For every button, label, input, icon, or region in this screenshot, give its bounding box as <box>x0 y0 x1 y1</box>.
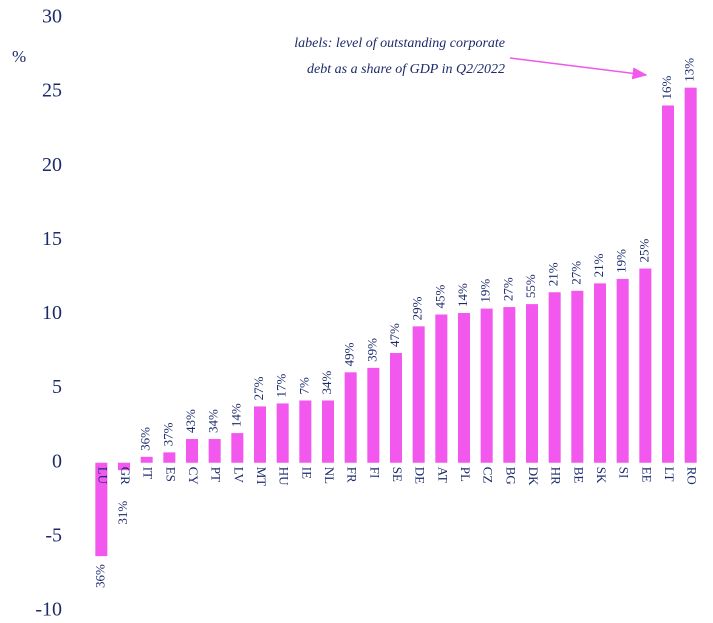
bar <box>276 403 289 463</box>
bar <box>503 307 516 463</box>
bar <box>412 326 425 463</box>
bar <box>299 400 312 463</box>
bar <box>616 278 629 463</box>
bar-label: 27% <box>251 376 266 400</box>
bar-label: 31% <box>115 501 130 525</box>
bar-label: 14% <box>228 403 243 427</box>
y-axis-label: % <box>12 47 26 66</box>
x-tick-label: HR <box>549 467 564 485</box>
bar-label: 39% <box>364 338 379 362</box>
bar-label: 45% <box>432 285 447 309</box>
bar <box>163 452 176 463</box>
bar-label: 21% <box>546 262 561 286</box>
bar <box>208 439 221 463</box>
annotation: debt as a share of GDP in Q2/2022 <box>307 62 505 77</box>
y-tick-label: -10 <box>35 599 62 621</box>
x-tick-label: MT <box>254 467 269 487</box>
bar-label: 43% <box>183 409 198 433</box>
x-tick-label: BE <box>571 467 586 484</box>
y-tick-label: -5 <box>45 524 62 546</box>
bar <box>322 400 334 463</box>
bar <box>662 105 674 463</box>
bar <box>458 313 470 463</box>
annotation: labels: level of outstanding corporate <box>294 36 505 51</box>
x-tick-label: SK <box>594 467 609 484</box>
x-tick-label: FR <box>345 467 360 483</box>
x-tick-label: SI <box>617 467 632 479</box>
y-tick-label: 0 <box>52 450 62 472</box>
bar-label: 34% <box>206 409 221 433</box>
y-tick-label: 5 <box>52 376 62 398</box>
x-tick-label: LT <box>662 467 677 482</box>
x-tick-label: EE <box>639 467 654 483</box>
bar <box>435 314 448 463</box>
bar-label: 55% <box>523 274 538 298</box>
bar <box>526 304 538 463</box>
bar-label: 36% <box>92 564 107 588</box>
y-tick-label: 15 <box>42 228 62 250</box>
annotation-arrow <box>509 57 648 80</box>
y-tick-label: 30 <box>42 6 62 28</box>
x-tick-label: ES <box>163 467 178 482</box>
bar-label: 16% <box>659 75 674 99</box>
bar-label: 49% <box>342 342 357 366</box>
bar-label: 37% <box>160 422 175 446</box>
bar-label: 19% <box>614 249 629 273</box>
x-tick-label: DE <box>413 467 428 484</box>
bar <box>684 87 697 463</box>
bar <box>571 290 584 463</box>
x-tick-label: BG <box>503 467 518 485</box>
bar-label: 21% <box>591 253 606 277</box>
bar <box>231 433 244 463</box>
bar-label: 19% <box>478 279 493 303</box>
x-tick-label: PL <box>458 467 473 482</box>
bar <box>344 372 357 463</box>
bar <box>390 353 402 463</box>
bar-label: 34% <box>319 370 334 394</box>
bar-label: 7% <box>296 377 311 395</box>
bar-label: 27% <box>568 261 583 285</box>
bar <box>367 367 380 463</box>
x-tick-label: GR <box>118 467 133 485</box>
x-tick-label: FI <box>367 467 382 479</box>
y-tick-label: 20 <box>42 154 62 176</box>
x-tick-label: DK <box>526 467 541 486</box>
bar-label: 27% <box>500 277 515 301</box>
x-tick-label: HU <box>277 467 292 486</box>
bar <box>95 462 108 557</box>
x-tick-label: NL <box>322 467 337 484</box>
bar <box>639 268 652 463</box>
x-tick-label: SE <box>390 467 405 482</box>
x-tick-label: PT <box>209 467 224 482</box>
bar-label: 25% <box>636 239 651 263</box>
x-tick-label: IE <box>299 467 314 479</box>
bar <box>594 283 606 463</box>
x-tick-label: CZ <box>481 467 496 484</box>
x-tick-label: RO <box>685 467 700 485</box>
bar <box>480 308 493 463</box>
bar-label: 14% <box>455 283 470 307</box>
x-tick-label: LU <box>95 467 110 485</box>
bar <box>548 292 561 463</box>
x-tick-label: IT <box>141 467 156 479</box>
x-tick-label: LV <box>231 467 246 484</box>
bar <box>118 462 130 471</box>
bar <box>186 439 198 463</box>
x-tick-label: CY <box>186 467 201 486</box>
bar-label: 29% <box>410 296 425 320</box>
y-tick-label: 25 <box>42 80 62 102</box>
y-tick-label: 10 <box>42 302 62 324</box>
bar-label: 47% <box>387 323 402 347</box>
bar-label: 36% <box>138 427 153 451</box>
x-tick-label: AT <box>435 467 450 483</box>
bar-label: 13% <box>682 58 697 82</box>
bar <box>140 456 153 463</box>
bar <box>254 406 266 463</box>
bar-label: 17% <box>274 373 289 397</box>
